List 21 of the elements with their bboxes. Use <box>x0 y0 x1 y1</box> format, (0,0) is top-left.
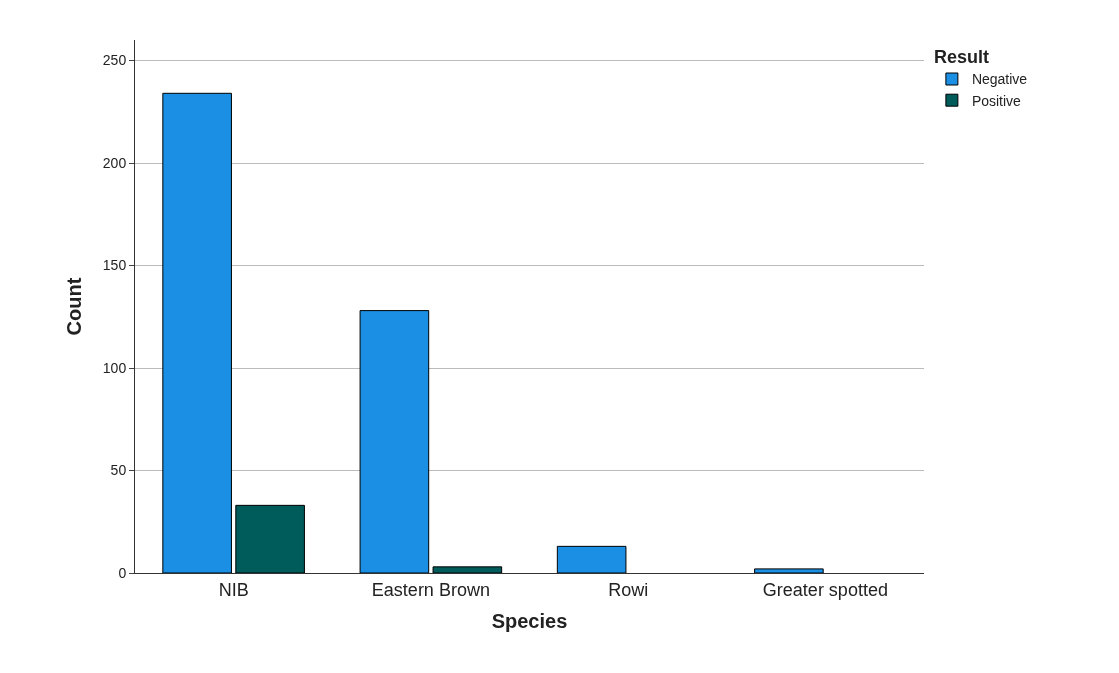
y-tick-label: 150 <box>102 257 127 274</box>
x-tick-label: Rowi <box>608 579 649 600</box>
y-tick-label: 100 <box>102 359 127 376</box>
y-tick-label: 0 <box>118 564 127 581</box>
x-tick-label: Eastern Brown <box>371 579 490 600</box>
bar <box>556 545 627 573</box>
legend-label: Positive <box>971 92 1022 109</box>
y-tick-label: 200 <box>102 154 127 171</box>
y-tick-label: 50 <box>110 462 127 479</box>
x-tick-label: Greater spotted <box>762 579 888 600</box>
y-axis-title: Count <box>63 277 86 336</box>
legend-title: Result <box>933 47 989 68</box>
bar <box>235 504 305 573</box>
bar <box>162 92 232 573</box>
x-axis-title: Species <box>491 610 568 633</box>
y-tick-label: 250 <box>102 52 127 69</box>
x-tick-label: NIB <box>218 579 249 600</box>
bar <box>432 566 503 573</box>
legend-label: Negative <box>971 71 1028 88</box>
bar <box>359 310 430 573</box>
bar <box>754 568 824 573</box>
